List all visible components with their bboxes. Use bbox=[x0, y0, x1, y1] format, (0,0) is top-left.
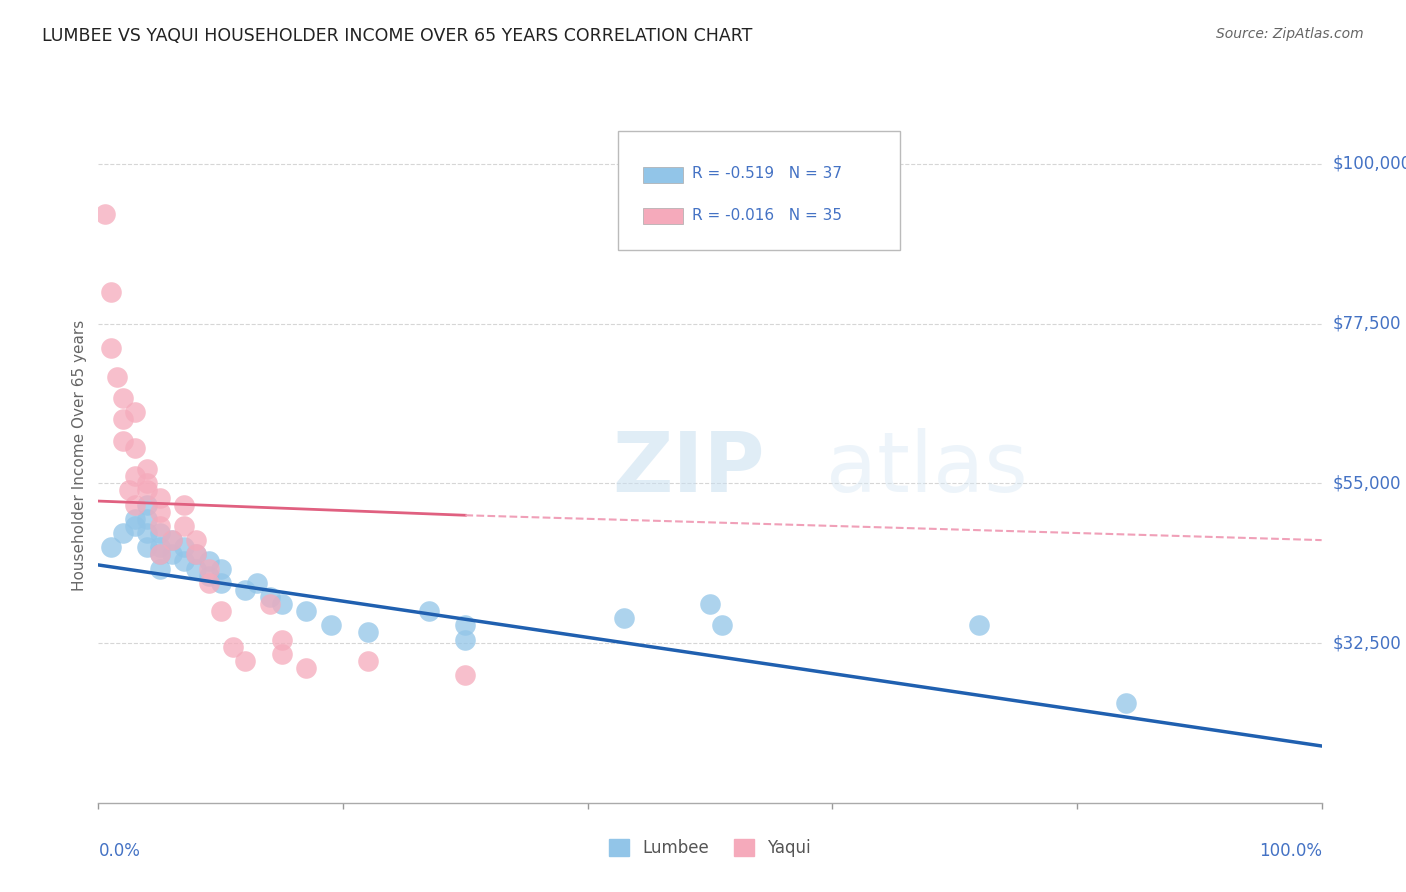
Text: Source: ZipAtlas.com: Source: ZipAtlas.com bbox=[1216, 27, 1364, 41]
Point bbox=[136, 540, 159, 554]
Point bbox=[111, 391, 134, 405]
Point bbox=[124, 441, 146, 455]
Point bbox=[197, 561, 219, 575]
Point bbox=[186, 561, 208, 575]
Point bbox=[105, 369, 128, 384]
Point bbox=[149, 540, 172, 554]
Point bbox=[111, 434, 134, 448]
Point bbox=[149, 519, 172, 533]
Point bbox=[118, 483, 141, 498]
Point bbox=[711, 618, 734, 632]
Point bbox=[136, 498, 159, 512]
Point bbox=[111, 526, 134, 541]
Point bbox=[149, 491, 172, 505]
Text: $77,500: $77,500 bbox=[1333, 315, 1402, 333]
Point bbox=[270, 597, 294, 611]
Point bbox=[149, 547, 172, 561]
Text: ZIP: ZIP bbox=[612, 428, 765, 509]
Point bbox=[160, 533, 183, 548]
Point bbox=[197, 568, 219, 582]
Text: 0.0%: 0.0% bbox=[98, 842, 141, 860]
Point bbox=[124, 512, 146, 526]
Point bbox=[967, 618, 990, 632]
Point bbox=[136, 512, 159, 526]
Point bbox=[319, 618, 342, 632]
Point bbox=[149, 505, 172, 519]
FancyBboxPatch shape bbox=[643, 208, 682, 224]
Point bbox=[418, 604, 440, 618]
Point bbox=[270, 632, 294, 647]
Point bbox=[160, 547, 183, 561]
Point bbox=[295, 661, 318, 675]
FancyBboxPatch shape bbox=[619, 131, 900, 250]
Point bbox=[454, 668, 477, 682]
Point bbox=[454, 618, 477, 632]
Point bbox=[124, 498, 146, 512]
Y-axis label: Householder Income Over 65 years: Householder Income Over 65 years bbox=[72, 319, 87, 591]
Point bbox=[124, 469, 146, 483]
Point bbox=[186, 547, 208, 561]
Text: atlas: atlas bbox=[827, 428, 1028, 509]
Point bbox=[173, 554, 195, 568]
Point bbox=[209, 575, 232, 590]
Point bbox=[124, 519, 146, 533]
Point bbox=[100, 540, 122, 554]
Point bbox=[222, 640, 245, 654]
Point bbox=[295, 604, 318, 618]
Point bbox=[699, 597, 721, 611]
Point bbox=[233, 582, 256, 597]
FancyBboxPatch shape bbox=[643, 167, 682, 183]
Text: 100.0%: 100.0% bbox=[1258, 842, 1322, 860]
Point bbox=[100, 285, 122, 299]
Text: R = -0.016   N = 35: R = -0.016 N = 35 bbox=[692, 208, 842, 222]
Point bbox=[124, 405, 146, 419]
Point bbox=[259, 590, 281, 604]
Point bbox=[111, 412, 134, 426]
Point bbox=[197, 575, 219, 590]
Point bbox=[186, 547, 208, 561]
Point bbox=[209, 561, 232, 575]
Point bbox=[246, 575, 269, 590]
Point bbox=[233, 654, 256, 668]
Point bbox=[149, 526, 172, 541]
Point bbox=[160, 533, 183, 548]
Point bbox=[136, 462, 159, 476]
Point bbox=[186, 533, 208, 548]
Point bbox=[613, 611, 636, 625]
Point bbox=[1115, 697, 1137, 711]
Point bbox=[136, 526, 159, 541]
Point bbox=[136, 483, 159, 498]
Text: R = -0.519   N = 37: R = -0.519 N = 37 bbox=[692, 166, 842, 181]
Text: $32,500: $32,500 bbox=[1333, 634, 1402, 652]
Legend: Lumbee, Yaqui: Lumbee, Yaqui bbox=[602, 832, 818, 864]
Point bbox=[93, 206, 115, 220]
Point bbox=[209, 604, 232, 618]
Point bbox=[173, 540, 195, 554]
Point bbox=[100, 342, 122, 356]
Text: $55,000: $55,000 bbox=[1333, 475, 1402, 492]
Point bbox=[173, 498, 195, 512]
Text: LUMBEE VS YAQUI HOUSEHOLDER INCOME OVER 65 YEARS CORRELATION CHART: LUMBEE VS YAQUI HOUSEHOLDER INCOME OVER … bbox=[42, 27, 752, 45]
Point bbox=[136, 476, 159, 491]
Point bbox=[270, 647, 294, 661]
Point bbox=[454, 632, 477, 647]
Point bbox=[356, 625, 378, 640]
Text: $100,000: $100,000 bbox=[1333, 155, 1406, 173]
Point bbox=[356, 654, 378, 668]
Point bbox=[259, 597, 281, 611]
Point bbox=[173, 519, 195, 533]
Point bbox=[149, 561, 172, 575]
Point bbox=[197, 554, 219, 568]
Point bbox=[149, 547, 172, 561]
